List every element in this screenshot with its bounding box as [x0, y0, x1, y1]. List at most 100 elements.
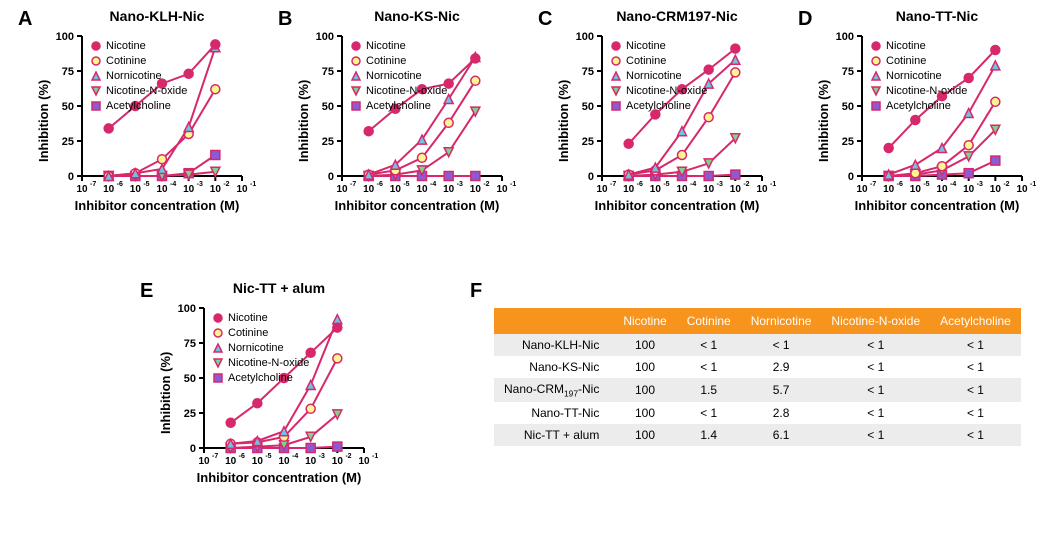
svg-text:-3: -3 — [197, 181, 203, 188]
svg-text:-7: -7 — [90, 181, 96, 188]
svg-text:10: 10 — [390, 184, 402, 195]
svg-text:75: 75 — [322, 66, 334, 78]
svg-text:-2: -2 — [223, 181, 229, 188]
svg-text:50: 50 — [842, 101, 854, 113]
svg-text:10: 10 — [443, 184, 455, 195]
svg-text:-1: -1 — [770, 181, 776, 188]
table-cell: < 1 — [821, 402, 930, 424]
svg-text:-4: -4 — [170, 181, 176, 188]
svg-text:-4: -4 — [430, 181, 436, 188]
legend: Nicotine Cotinine Nornicotine Nicotine-N… — [90, 38, 187, 113]
svg-text:0: 0 — [190, 443, 196, 455]
table-cell: 100 — [613, 356, 676, 378]
legend-label: Acetylcholine — [886, 100, 951, 112]
svg-text:10: 10 — [278, 456, 290, 467]
legend-item: Nicotine — [90, 38, 187, 53]
legend-item: Nornicotine — [350, 68, 447, 83]
legend-item: Nicotine-N-oxide — [90, 83, 187, 98]
legend-label: Nicotine — [626, 40, 666, 52]
svg-text:10: 10 — [336, 184, 348, 195]
svg-text:10: 10 — [76, 184, 88, 195]
svg-text:10: 10 — [883, 184, 895, 195]
legend-item: Cotinine — [212, 325, 309, 340]
table-cell: < 1 — [821, 356, 930, 378]
svg-text:10: 10 — [596, 184, 608, 195]
svg-text:75: 75 — [582, 66, 594, 78]
table-row-header: Nano-TT-Nic — [494, 402, 613, 424]
svg-text:-3: -3 — [319, 453, 325, 460]
y-axis-label: Inhibition (%) — [296, 80, 311, 162]
svg-text:-7: -7 — [610, 181, 616, 188]
table-cell: < 1 — [930, 378, 1021, 402]
svg-text:-7: -7 — [350, 181, 356, 188]
svg-text:10: 10 — [363, 184, 375, 195]
svg-text:0: 0 — [588, 171, 594, 183]
svg-text:25: 25 — [322, 136, 334, 148]
table-cell: < 1 — [677, 356, 741, 378]
panel-label-c: C — [538, 8, 552, 31]
svg-text:0: 0 — [68, 171, 74, 183]
legend-label: Nicotine-N-oxide — [366, 85, 447, 97]
svg-text:10: 10 — [210, 184, 222, 195]
svg-text:-5: -5 — [143, 181, 149, 188]
legend-item: Nornicotine — [90, 68, 187, 83]
legend-item: Nicotine-N-oxide — [350, 83, 447, 98]
legend-item: Cotinine — [90, 53, 187, 68]
legend-label: Nornicotine — [228, 342, 284, 354]
svg-text:75: 75 — [184, 338, 196, 350]
panel-label-f: F — [470, 280, 482, 303]
svg-text:10: 10 — [856, 184, 868, 195]
svg-text:100: 100 — [316, 31, 334, 43]
svg-text:-5: -5 — [265, 453, 271, 460]
x-axis-label: Inhibitor concentration (M) — [818, 198, 1050, 213]
crossreactivity-table: NicotineCotinineNornicotineNicotine-N-ox… — [494, 308, 1021, 446]
svg-text:25: 25 — [842, 136, 854, 148]
table-row-header: Nano-KS-Nic — [494, 356, 613, 378]
legend-item: Acetylcholine — [870, 98, 967, 113]
svg-text:10: 10 — [650, 184, 662, 195]
svg-text:-6: -6 — [637, 181, 643, 188]
panel-c: C Nano-CRM197-Nic025507510010-710-610-51… — [538, 8, 796, 258]
svg-text:-3: -3 — [977, 181, 983, 188]
svg-text:10: 10 — [332, 456, 344, 467]
legend-item: Nicotine — [212, 310, 309, 325]
x-axis-label: Inhibitor concentration (M) — [298, 198, 536, 213]
legend: Nicotine Cotinine Nornicotine Nicotine-N… — [610, 38, 707, 113]
legend-item: Acetylcholine — [90, 98, 187, 113]
table-cell: < 1 — [821, 378, 930, 402]
legend-label: Nornicotine — [106, 70, 162, 82]
panel-label-b: B — [278, 8, 292, 31]
table-cell: 6.1 — [741, 424, 822, 446]
table-cell: 100 — [613, 424, 676, 446]
svg-text:10: 10 — [756, 184, 768, 195]
panel-b: B Nano-KS-Nic025507510010-710-610-510-41… — [278, 8, 536, 258]
legend-item: Nicotine — [870, 38, 967, 53]
svg-text:75: 75 — [62, 66, 74, 78]
svg-text:-6: -6 — [239, 453, 245, 460]
svg-text:-5: -5 — [923, 181, 929, 188]
x-axis-label: Inhibitor concentration (M) — [558, 198, 796, 213]
table-row: Nano-KLH-Nic100< 1< 1< 1< 1 — [494, 334, 1021, 356]
svg-text:10: 10 — [910, 184, 922, 195]
svg-text:10: 10 — [1016, 184, 1028, 195]
table-cell: < 1 — [930, 356, 1021, 378]
table-row: Nano-TT-Nic100< 12.8< 1< 1 — [494, 402, 1021, 424]
table-cell: < 1 — [677, 334, 741, 356]
svg-text:-2: -2 — [483, 181, 489, 188]
legend-item: Nicotine — [610, 38, 707, 53]
svg-text:10: 10 — [236, 184, 248, 195]
legend-label: Cotinine — [626, 55, 666, 67]
svg-text:10: 10 — [358, 456, 370, 467]
svg-text:10: 10 — [963, 184, 975, 195]
x-axis-label: Inhibitor concentration (M) — [160, 470, 398, 485]
panel-label-e: E — [140, 280, 153, 303]
svg-text:-1: -1 — [372, 453, 378, 460]
panel-label-d: D — [798, 8, 812, 31]
svg-text:-6: -6 — [897, 181, 903, 188]
svg-text:100: 100 — [576, 31, 594, 43]
svg-text:-5: -5 — [403, 181, 409, 188]
table-col-header: Cotinine — [677, 308, 741, 334]
table-col-header: Nicotine-N-oxide — [821, 308, 930, 334]
svg-text:10: 10 — [305, 456, 317, 467]
svg-text:10: 10 — [703, 184, 715, 195]
